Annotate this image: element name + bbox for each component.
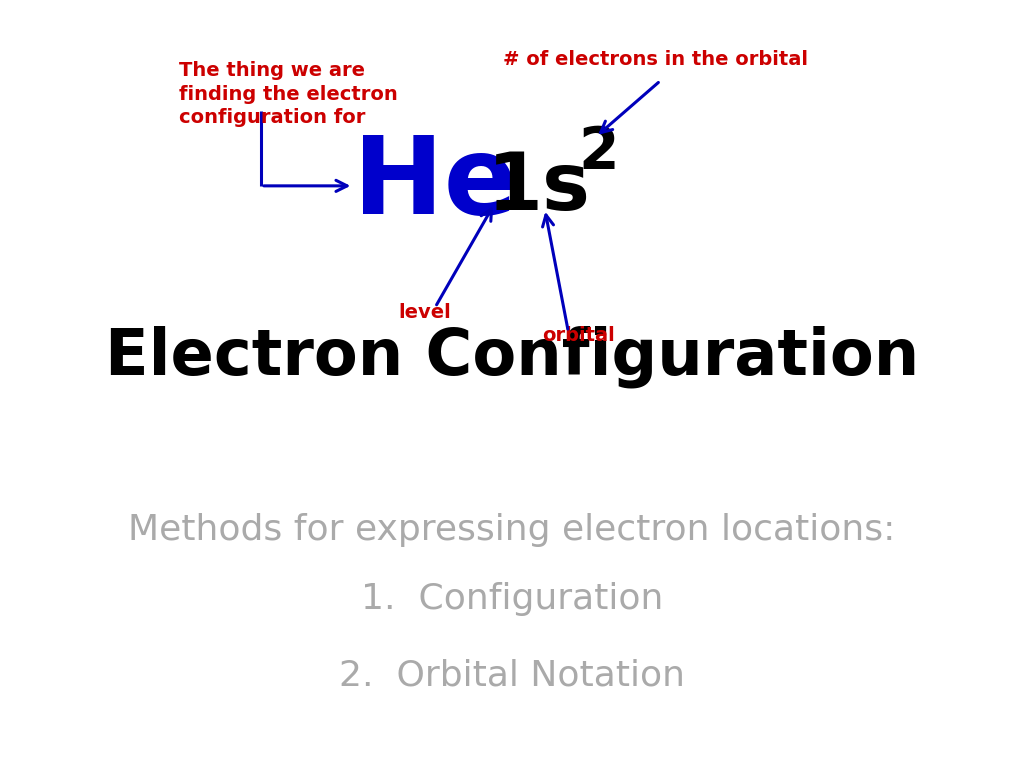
Text: Methods for expressing electron locations:: Methods for expressing electron location… — [128, 513, 896, 547]
Text: orbital: orbital — [542, 326, 615, 346]
Text: He: He — [353, 131, 517, 237]
Text: Electron Configuration: Electron Configuration — [104, 326, 920, 389]
Text: 2: 2 — [579, 124, 620, 180]
Text: 1s: 1s — [486, 149, 591, 227]
Text: level: level — [398, 303, 452, 323]
Text: The thing we are
finding the electron
configuration for: The thing we are finding the electron co… — [179, 61, 398, 127]
Text: # of electrons in the orbital: # of electrons in the orbital — [503, 50, 808, 69]
Text: 2.  Orbital Notation: 2. Orbital Notation — [339, 659, 685, 693]
Text: 1.  Configuration: 1. Configuration — [360, 582, 664, 616]
